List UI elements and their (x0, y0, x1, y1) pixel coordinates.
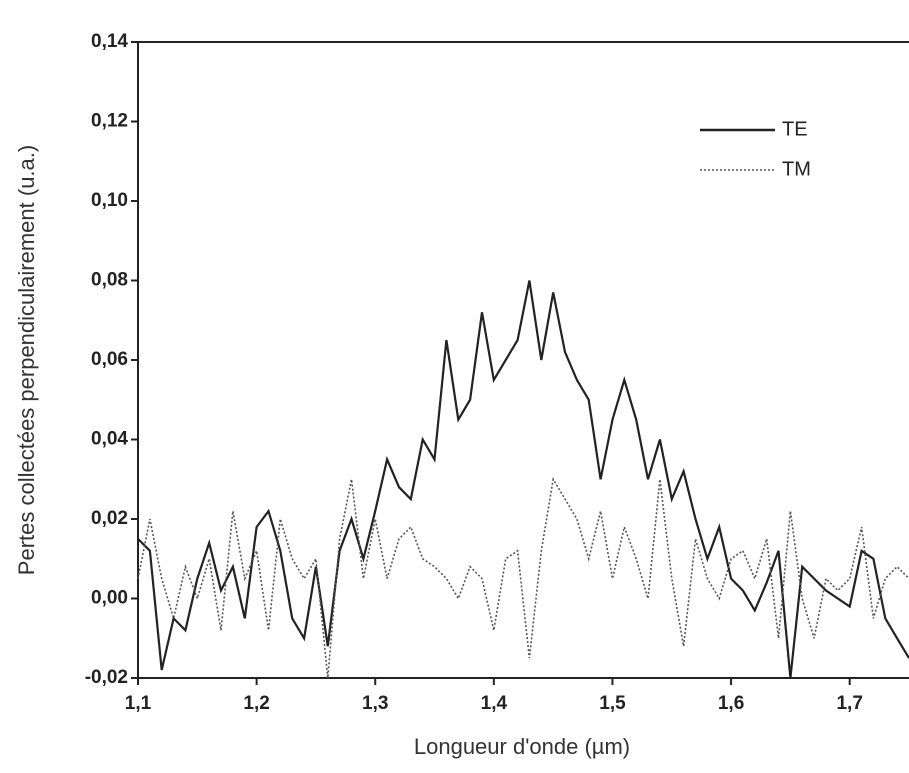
y-tick-label: 0,06 (91, 349, 128, 370)
x-axis-label: Longueur d'onde (µm) (414, 734, 630, 759)
x-tick-label: 1,5 (599, 693, 626, 714)
x-tick-label: 1,7 (836, 693, 862, 714)
x-tick-label: 1,4 (481, 693, 508, 714)
legend-label: TM (782, 158, 811, 180)
x-tick-label: 1,3 (362, 693, 388, 714)
y-tick-label: 0,08 (91, 270, 128, 291)
legend-label: TE (782, 118, 808, 140)
series-line (137, 477, 909, 679)
y-tick-label: 0,10 (91, 190, 128, 211)
y-tick-label: 0,04 (91, 429, 128, 450)
y-tick-label: -0,02 (85, 667, 128, 688)
x-tick-label: 1,6 (718, 693, 744, 714)
y-tick-label: 0,14 (91, 31, 128, 52)
series-line (137, 280, 909, 679)
x-tick-label: 1,2 (243, 693, 269, 714)
x-tick-label: 1,1 (125, 693, 152, 714)
y-tick-label: 0,02 (91, 508, 128, 529)
y-axis-label: Pertes collectées perpendiculairement (u… (14, 145, 39, 575)
y-tick-label: 0,12 (91, 111, 128, 132)
y-tick-label: 0,00 (91, 588, 128, 609)
